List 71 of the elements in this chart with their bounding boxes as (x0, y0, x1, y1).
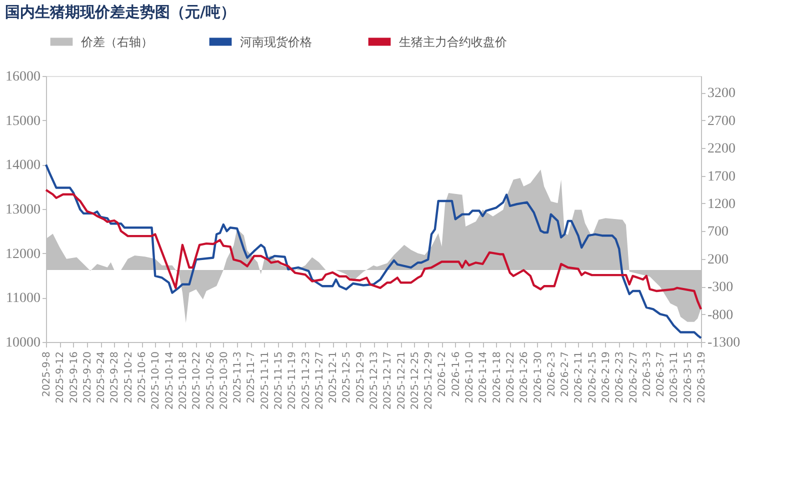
x-tick-label: 2025-10-22 (192, 352, 203, 410)
x-tick-label: 2026-2-19 (600, 352, 612, 404)
x-tick-label: 2026-2-27 (628, 352, 640, 404)
line-series (44, 188, 702, 310)
x-tick-label: 2026-2-7 (560, 352, 572, 397)
y2-tick-label: 2700 (708, 114, 736, 129)
x-tick-label: 2025-9-24 (96, 352, 108, 404)
x-tick-label: 2026-1-18 (492, 352, 503, 404)
x-tick-label: 2025-9-8 (42, 352, 52, 397)
x-tick-label: 2025-11-3 (232, 352, 244, 404)
x-tick-label: 2026-3-15 (682, 352, 694, 404)
x-tick-label: 2025-10-6 (137, 352, 148, 404)
x-tick-label: 2025-10-10 (150, 352, 162, 410)
x-tick-label: 2025-9-20 (82, 352, 94, 404)
x-tick-label: 2025-9-16 (68, 352, 80, 404)
x-tick-label: 2026-1-22 (505, 352, 516, 404)
x-tick-label: 2026-1-30 (532, 352, 544, 404)
legend-label: 生猪主力合约收盘价 (399, 34, 507, 49)
legend-label: 价差（右轴） (80, 34, 153, 49)
x-tick-label: 2025-10-30 (218, 352, 230, 410)
x-tick-label: 2026-3-7 (656, 352, 667, 397)
x-tick-label: 2026-1-14 (478, 352, 490, 404)
y-tick-label: 13000 (6, 202, 40, 218)
y2-tick-label: 1700 (708, 169, 736, 184)
y-tick-label: 12000 (6, 246, 40, 262)
x-tick-label: 2026-1-6 (450, 352, 462, 397)
x-tick-label: 2026-2-11 (574, 352, 585, 404)
x-tick-label: 2025-12-9 (355, 352, 366, 404)
y2-tick-label: 1200 (708, 196, 736, 212)
x-tick-label: 2025-12-5 (342, 352, 353, 404)
y-tick-label: 11000 (6, 291, 40, 306)
legend-label: 河南现货价格 (240, 34, 312, 49)
y2-tick-label: 3200 (708, 86, 736, 102)
y-tick-label: 16000 (6, 70, 40, 84)
x-tick-label: 2025-11-15 (273, 352, 284, 410)
x-tick-label: 2026-1-10 (464, 352, 476, 404)
y-tick-label: 15000 (6, 114, 40, 129)
x-tick-label: 2025-11-23 (300, 352, 312, 410)
x-tick-label: 2025-12-1 (328, 352, 340, 404)
x-tick-label: 2026-2-15 (587, 352, 598, 404)
x-tick-label: 2025-12-21 (396, 352, 408, 410)
x-tick-label: 2025-9-12 (55, 352, 66, 404)
x-tick-label: 2025-12-13 (369, 352, 380, 410)
y-tick-label: 14000 (6, 158, 40, 174)
x-tick-label: 2025-9-28 (110, 352, 121, 404)
y2-tick-label: -1300 (708, 336, 740, 350)
y2-tick-label: 700 (708, 224, 728, 240)
x-tick-label: 2025-11-11 (260, 352, 271, 410)
y2-tick-label: 200 (708, 252, 728, 268)
x-tick-label: 2026-2-3 (546, 352, 558, 397)
x-tick-label: 2025-11-19 (287, 352, 298, 410)
y2-tick-label: -300 (708, 280, 734, 296)
x-tick-label: 2025-12-25 (410, 352, 421, 410)
y2-tick-label: 2200 (708, 142, 736, 157)
chart-title: 国内生猪期现价差走势图（元/吨） (5, 3, 236, 21)
x-tick-label: 2025-11-7 (246, 352, 258, 404)
x-tick-label: 2025-10-14 (164, 352, 176, 410)
x-tick-label: 2025-12-29 (424, 352, 435, 410)
x-tick-label: 2025-11-27 (314, 352, 326, 410)
x-tick-label: 2026-2-23 (614, 352, 626, 404)
x-tick-label: 2026-3-19 (696, 352, 708, 404)
x-tick-label: 2026-1-2 (437, 352, 448, 397)
x-tick-label: 2025-10-2 (123, 352, 134, 404)
x-tick-label: 2026-3-3 (642, 352, 653, 397)
x-tick-label: 2025-10-18 (178, 352, 189, 410)
x-tick-label: 2026-1-26 (519, 352, 530, 404)
x-tick-label: 2026-3-11 (669, 352, 680, 404)
y2-tick-label: -800 (708, 308, 734, 323)
x-tick-label: 2025-12-17 (382, 352, 394, 410)
y-tick-label: 10000 (6, 336, 40, 350)
x-tick-label: 2025-10-26 (205, 352, 216, 410)
